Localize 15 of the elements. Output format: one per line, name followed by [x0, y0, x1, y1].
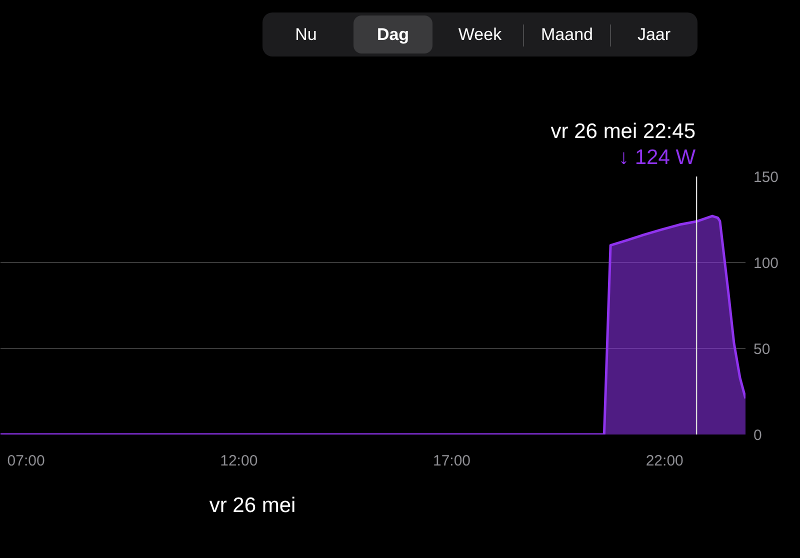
- text: vr 26 mei 22:45: [550, 120, 696, 143]
- x-tick-label: 12:00: [220, 452, 258, 470]
- text: Dag: [376, 25, 410, 44]
- text: vr 26 mei: [209, 494, 296, 517]
- text: Jaar: [637, 25, 671, 44]
- x-tick-label: 07:00: [7, 452, 45, 470]
- y-tick-label: 150: [754, 169, 779, 186]
- text: Nu: [295, 25, 317, 44]
- text: Week: [458, 25, 502, 44]
- y-tick-label: 50: [754, 341, 770, 358]
- y-tick-label: 100: [754, 255, 779, 272]
- x-tick-label: 22:00: [646, 452, 684, 470]
- text: Maand: [541, 25, 593, 44]
- x-tick-label: 17:00: [432, 452, 471, 470]
- y-tick-label: 0: [754, 427, 762, 444]
